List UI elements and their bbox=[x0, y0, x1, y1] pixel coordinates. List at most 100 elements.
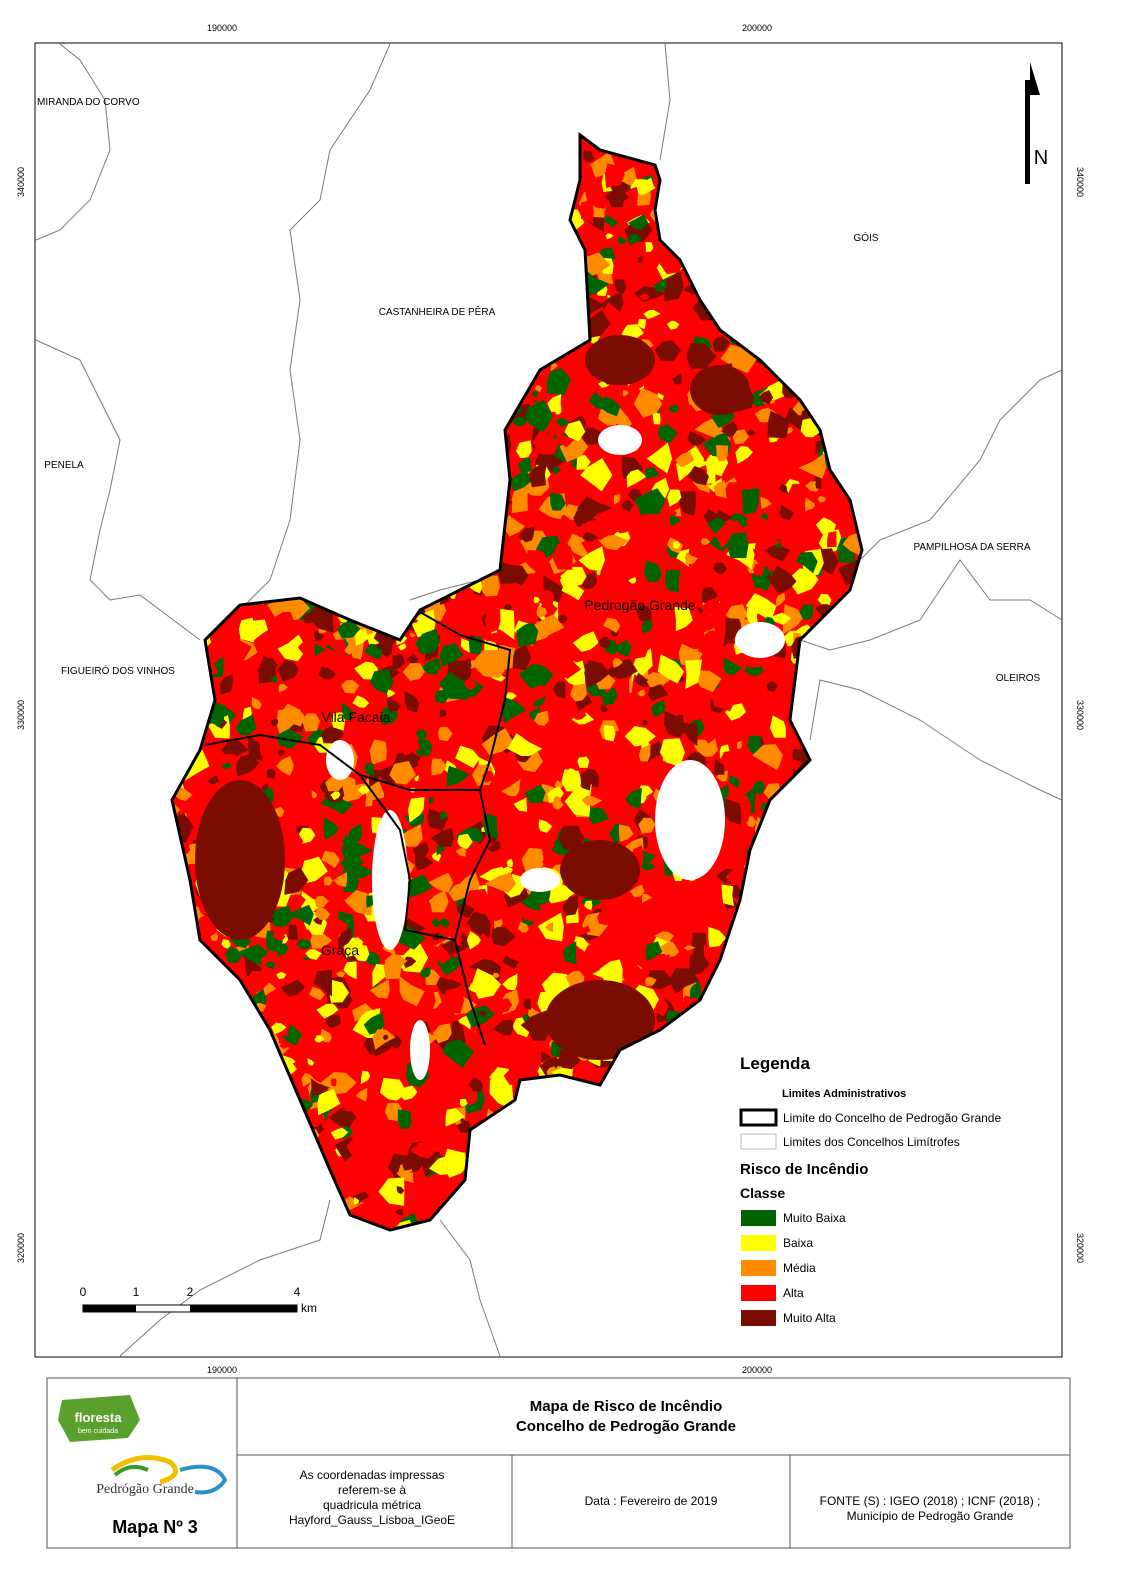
mosaic-patch bbox=[532, 430, 560, 455]
mosaic-patch bbox=[672, 541, 681, 549]
mosaic-patch bbox=[631, 648, 653, 682]
mosaic-patch bbox=[624, 726, 656, 747]
mosaic-patch bbox=[365, 923, 378, 945]
mosaic-patch bbox=[611, 544, 638, 567]
mosaic-patch bbox=[638, 743, 651, 762]
mosaic-patch bbox=[600, 704, 609, 713]
mosaic-patch bbox=[599, 959, 623, 984]
mosaic-patch bbox=[270, 675, 278, 684]
parish-boundaries bbox=[204, 611, 512, 1046]
mosaic-patch bbox=[271, 1022, 287, 1035]
mosaic-patch bbox=[636, 603, 652, 621]
mosaic-patch bbox=[584, 659, 611, 688]
mosaic-patch bbox=[276, 728, 304, 749]
mosaic-patch bbox=[553, 796, 562, 805]
mosaic-patch bbox=[442, 1039, 475, 1068]
mosaic-patch bbox=[546, 368, 572, 396]
mosaic-patch bbox=[280, 979, 306, 997]
mosaic-patch bbox=[502, 973, 518, 991]
mosaic-patch bbox=[603, 725, 616, 742]
grid-label: 330000 bbox=[16, 700, 26, 730]
place-label: PAMPILHOSA DA SERRA bbox=[913, 542, 1030, 553]
mosaic-patch bbox=[408, 797, 425, 823]
mosaic-patch bbox=[411, 609, 436, 637]
mosaic-patch bbox=[573, 376, 592, 394]
mosaic-patch bbox=[430, 827, 454, 848]
mosaic-patch bbox=[602, 302, 619, 320]
mosaic-patch bbox=[713, 480, 727, 499]
mosaic-patch bbox=[699, 597, 719, 615]
place-label: OLEIROS bbox=[996, 673, 1041, 684]
grid-label: 200000 bbox=[742, 1365, 772, 1375]
mosaic-patch bbox=[633, 300, 648, 313]
mosaic-patch bbox=[612, 640, 632, 657]
mosaic-patch bbox=[276, 755, 295, 776]
mosaic-patch bbox=[795, 551, 818, 574]
mosaic-patch bbox=[545, 725, 555, 741]
mosaic-patch bbox=[427, 808, 449, 831]
coords-note: As coordenadas impressas bbox=[300, 1468, 445, 1482]
mosaic-patch bbox=[696, 670, 722, 693]
mosaic-patch bbox=[395, 1208, 404, 1216]
mosaic-patch bbox=[443, 1078, 454, 1090]
mosaic-patch bbox=[696, 738, 719, 757]
mosaic-patch bbox=[647, 970, 675, 990]
coords-note: Hayford_Gauss_Lisboa_IGeoE bbox=[289, 1513, 455, 1527]
mosaic-patch bbox=[653, 276, 668, 292]
mosaic-patch bbox=[372, 1029, 396, 1050]
legend-swatch bbox=[741, 1235, 776, 1251]
mosaic-patch bbox=[278, 683, 288, 693]
mosaic-patch bbox=[287, 904, 314, 926]
mosaic-patch bbox=[397, 1051, 406, 1064]
mosaic-patch bbox=[718, 750, 744, 768]
mosaic-patch bbox=[725, 867, 744, 884]
grid-label: 190000 bbox=[207, 1365, 237, 1375]
mosaic-patch bbox=[632, 634, 649, 659]
mosaic-patch bbox=[714, 758, 725, 775]
mosaic-patch bbox=[492, 1019, 514, 1036]
mosaic-patch bbox=[357, 939, 364, 946]
mosaic-patch bbox=[336, 621, 361, 639]
mosaic-patch bbox=[369, 739, 387, 765]
mosaic-patch bbox=[414, 850, 434, 871]
mosaic-patch bbox=[637, 563, 643, 570]
mosaic-patch bbox=[428, 1154, 455, 1175]
mosaic-patch bbox=[354, 661, 378, 680]
mosaic-patch bbox=[455, 657, 472, 672]
mosaic-patch bbox=[686, 342, 717, 370]
mosaic-patch bbox=[382, 685, 410, 702]
mosaic-patch bbox=[396, 803, 409, 813]
mosaic-patch bbox=[502, 515, 526, 537]
mosaic-patch bbox=[465, 1090, 478, 1106]
mosaic-patch bbox=[330, 791, 341, 801]
mosaic-patch bbox=[414, 628, 440, 655]
mosaic-patch bbox=[617, 236, 626, 245]
mosaic-patch bbox=[387, 689, 396, 698]
mosaic-patch bbox=[206, 775, 219, 785]
mosaic-patch bbox=[769, 565, 797, 595]
mosaic-patch bbox=[397, 643, 407, 651]
mosaic-patch bbox=[251, 696, 262, 710]
mosaic-patch bbox=[502, 1054, 510, 1064]
mosaic-patch bbox=[410, 751, 422, 764]
mosaic-patch bbox=[598, 636, 611, 649]
mosaic-patch bbox=[410, 1142, 438, 1159]
mosaic-patch bbox=[816, 517, 836, 535]
mosaic-patch bbox=[659, 249, 685, 275]
mosaic-patch bbox=[685, 659, 703, 689]
mosaic-patch bbox=[639, 293, 650, 300]
mosaic-patch bbox=[782, 604, 804, 635]
mosaic-patch bbox=[613, 494, 621, 505]
mosaic-patch bbox=[566, 533, 588, 559]
mosaic-patch bbox=[649, 603, 666, 620]
mosaic-patch bbox=[456, 903, 475, 919]
mosaic-patch bbox=[235, 754, 260, 777]
mosaic-patch bbox=[448, 884, 466, 902]
scale-tick: 0 bbox=[80, 1285, 87, 1299]
mosaic-patch bbox=[296, 691, 321, 710]
mosaic-patch bbox=[455, 745, 480, 768]
mosaic-patch bbox=[341, 653, 353, 668]
mosaic-patch bbox=[614, 279, 627, 294]
mosaic-patch bbox=[674, 606, 693, 632]
mosaic-patch bbox=[668, 968, 700, 994]
